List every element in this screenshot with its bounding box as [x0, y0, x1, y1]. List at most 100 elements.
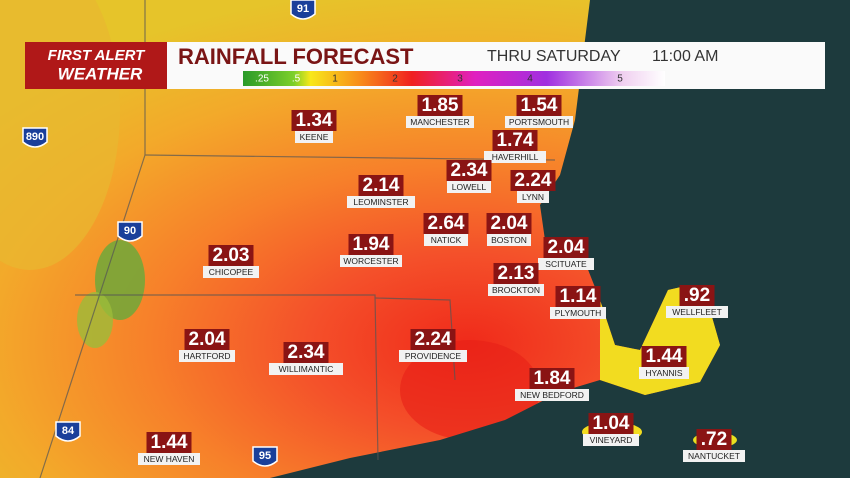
highway-shield — [252, 446, 278, 467]
city-name: HARTFORD — [183, 351, 230, 361]
city-name: PLYMOUTH — [555, 308, 602, 318]
value-box — [358, 175, 404, 196]
city-name: BOSTON — [491, 235, 527, 245]
name-box — [515, 389, 589, 401]
rainfall-value: 1.34 — [296, 110, 333, 131]
city-name: HAVERHILL — [492, 152, 539, 162]
city-name: WELLFLEET — [672, 307, 722, 317]
legend-scale — [243, 71, 665, 86]
green-area — [77, 292, 113, 348]
city-name: CHICOPEE — [209, 267, 254, 277]
legend-label: 5 — [617, 74, 623, 85]
value-box — [446, 160, 492, 181]
name-box — [517, 191, 549, 203]
legend-label: 4 — [527, 74, 533, 85]
highway-number: 95 — [259, 450, 271, 462]
city-name: PORTSMOUTH — [509, 117, 569, 127]
name-box — [639, 367, 689, 379]
value-box — [184, 329, 230, 350]
city-name: PROVIDENCE — [405, 351, 462, 361]
rainfall-value: 2.14 — [363, 175, 400, 196]
value-box — [146, 432, 192, 453]
rainfall-value: 1.74 — [497, 130, 534, 151]
value-box — [516, 95, 562, 116]
value-box — [492, 130, 538, 151]
name-box — [488, 284, 544, 296]
rainfall-value: 2.64 — [428, 213, 465, 234]
value-box — [543, 237, 589, 258]
rainfall-value: 2.24 — [415, 329, 452, 350]
value-box — [641, 346, 687, 367]
highway-shield — [117, 221, 143, 242]
city-name: LOWELL — [452, 182, 487, 192]
highway-number: 84 — [62, 425, 75, 437]
city-name: HYANNIS — [645, 368, 682, 378]
name-box — [399, 350, 467, 362]
value-box — [696, 429, 732, 450]
value-box — [423, 213, 469, 234]
name-box — [538, 258, 594, 270]
name-box — [683, 450, 745, 462]
rainfall-value: 2.04 — [548, 237, 585, 258]
city-name: BROCKTON — [492, 285, 540, 295]
city-name: KEENE — [300, 132, 329, 142]
rainfall-value: 2.34 — [451, 160, 488, 181]
rainfall-value: 2.04 — [491, 213, 528, 234]
city-name: LEOMINSTER — [353, 197, 408, 207]
name-box — [138, 453, 200, 465]
legend-label: 3 — [457, 74, 463, 85]
valid-time: 11:00 AM — [652, 48, 718, 65]
city-name: NEW HAVEN — [144, 454, 195, 464]
name-box — [447, 181, 491, 193]
name-box — [347, 196, 415, 208]
name-box — [269, 363, 343, 375]
name-box — [406, 116, 474, 128]
city-name: WORCESTER — [343, 256, 398, 266]
value-box — [410, 329, 456, 350]
name-box — [340, 255, 402, 267]
city-name: NEW BEDFORD — [520, 390, 584, 400]
logo-text: FIRST ALERT — [48, 47, 147, 64]
rainfall-value: .92 — [684, 285, 710, 306]
city-name: LYNN — [522, 192, 544, 202]
legend-label: 1 — [332, 74, 338, 85]
rainfall-value: 1.84 — [534, 368, 571, 389]
highway-shield — [290, 0, 316, 20]
rainfall-value: 1.54 — [521, 95, 558, 116]
name-box — [550, 307, 606, 319]
city-name: NATICK — [431, 235, 462, 245]
highway-shield — [55, 421, 81, 442]
name-box — [505, 116, 573, 128]
rainfall-value: .72 — [701, 429, 727, 450]
highway-shield — [22, 127, 48, 148]
rainfall-value: 1.14 — [560, 286, 597, 307]
rainfall-value: 2.24 — [515, 170, 552, 191]
legend-label: .25 — [255, 74, 269, 85]
name-box — [487, 234, 531, 246]
highway-number: 890 — [26, 131, 44, 143]
value-box — [417, 95, 463, 116]
highway-number: 90 — [124, 225, 136, 237]
valid-day: THRU SATURDAY — [487, 48, 621, 65]
value-box — [529, 368, 575, 389]
heavy-area — [400, 340, 540, 440]
rainfall-value: 1.44 — [646, 346, 683, 367]
rainfall-value: 1.94 — [353, 234, 390, 255]
name-box — [424, 234, 468, 246]
value-box — [291, 110, 337, 131]
header: FIRST ALERT WEATHER RAINFALL FORECAST TH… — [25, 42, 825, 89]
rainfall-value: 1.44 — [151, 432, 188, 453]
rainfall-value: 2.34 — [288, 342, 325, 363]
legend-label: .5 — [292, 74, 301, 85]
city-name: NANTUCKET — [688, 451, 740, 461]
value-box — [555, 286, 601, 307]
city-name: VINEYARD — [590, 435, 633, 445]
name-box — [484, 151, 546, 163]
name-box — [203, 266, 259, 278]
value-box — [208, 245, 254, 266]
name-box — [295, 131, 333, 143]
rainfall-value: 2.13 — [498, 263, 535, 284]
value-box — [510, 170, 556, 191]
state-lines — [39, 0, 556, 479]
